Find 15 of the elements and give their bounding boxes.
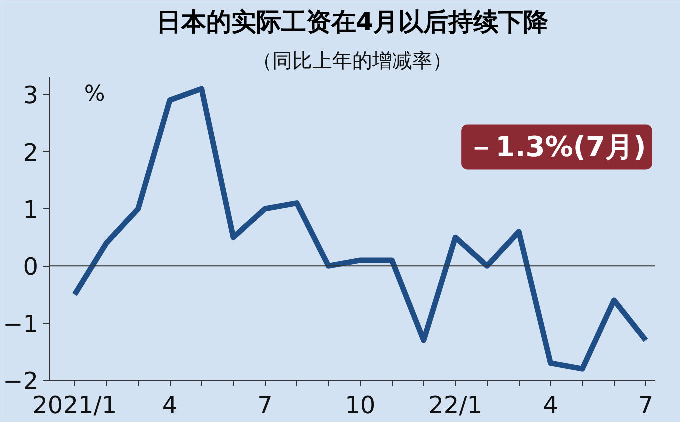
x-tick-label: 22/1 — [428, 392, 483, 420]
y-tick-label: 0 — [23, 253, 39, 282]
y-tick-label: 2 — [23, 138, 39, 167]
x-tick-label: 7 — [638, 392, 654, 420]
chart-title: 日本的实际工资在4月以后持续下降 — [156, 8, 550, 36]
x-tick-label: 10 — [345, 392, 376, 420]
annotation: －1.3%(7月) — [468, 130, 646, 164]
x-tick-label: 7 — [258, 392, 273, 420]
y-axis-title: % — [84, 82, 106, 108]
y-tick-label: −1 — [3, 310, 39, 338]
x-tick-label: 4 — [543, 392, 558, 420]
y-tick-label: 1 — [23, 196, 39, 224]
y-tick-label: 3 — [23, 82, 39, 110]
x-tick-label: 4 — [162, 392, 178, 420]
chart-subtitle: （同比上年的增减率） — [252, 48, 452, 72]
